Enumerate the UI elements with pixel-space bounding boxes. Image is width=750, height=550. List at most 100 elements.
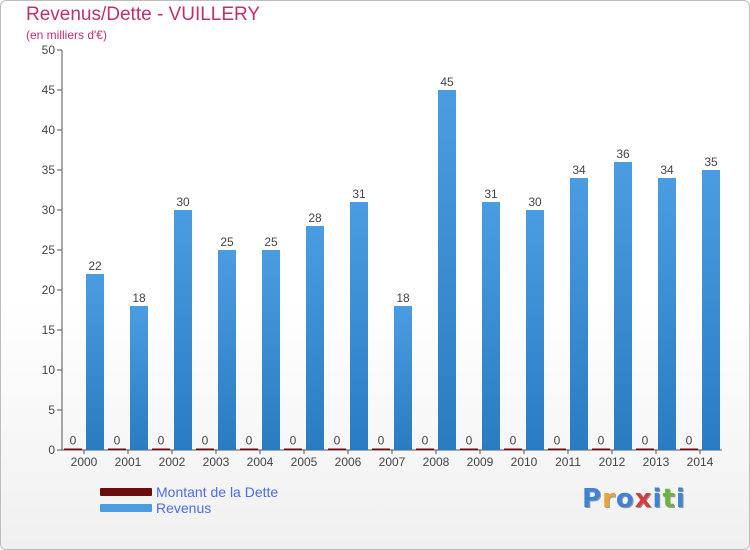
data-label-dette: 0 — [290, 434, 297, 448]
data-labels: 0 22 0 18 0 30 0 25 0 25 0 28 0 31 0 18 0 45 0 31 0 30 0 34 0 36 0… — [70, 75, 718, 448]
bar-revenus — [86, 274, 104, 450]
chart-title: Revenus/Dette - VUILLERY — [26, 4, 261, 25]
data-label-dette: 0 — [158, 434, 165, 448]
x-tick-label: 2008 — [423, 455, 450, 469]
x-tick-label: 2006 — [335, 455, 362, 469]
logo-letter: i — [675, 484, 686, 514]
x-tick-label: 2003 — [203, 455, 230, 469]
data-label-revenus: 22 — [88, 259, 102, 273]
data-label-revenus: 31 — [484, 187, 498, 201]
x-tick-label: 2014 — [687, 455, 714, 469]
x-tick-label: 2005 — [291, 455, 318, 469]
data-label-dette: 0 — [510, 434, 517, 448]
x-tick-label: 2000 — [71, 455, 98, 469]
data-label-revenus: 28 — [308, 211, 322, 225]
x-tick-label: 2010 — [511, 455, 538, 469]
x-tick-label: 2007 — [379, 455, 406, 469]
data-label-dette: 0 — [598, 434, 605, 448]
x-tick-label: 2012 — [599, 455, 626, 469]
logo-letter: r — [602, 484, 616, 514]
data-label-dette: 0 — [70, 434, 77, 448]
y-tick-label: 30 — [42, 203, 56, 217]
bar-dette — [460, 448, 478, 450]
bar-dette — [108, 448, 126, 450]
bar-revenus — [702, 170, 720, 450]
logo-letter: x — [634, 484, 653, 514]
x-tick-label: 2011 — [555, 455, 581, 469]
chart-subtitle: (en milliers d'€) — [26, 28, 107, 42]
legend-label-revenus: Revenus — [156, 500, 212, 516]
logo-letter: o — [615, 484, 635, 514]
bar-revenus — [526, 210, 544, 450]
bar-dette — [64, 448, 82, 450]
logo-letter: i — [652, 484, 663, 514]
data-label-dette: 0 — [554, 434, 561, 448]
x-tick-label: 2002 — [159, 455, 186, 469]
x-tick-label: 2001 — [115, 455, 142, 469]
y-tick-label: 20 — [42, 283, 56, 297]
data-label-revenus: 36 — [616, 147, 630, 161]
bar-dette — [152, 448, 170, 450]
bar-dette — [240, 448, 258, 450]
y-tick-label: 45 — [42, 83, 56, 97]
y-tick-label: 50 — [42, 43, 56, 57]
y-tick-label: 15 — [42, 323, 56, 337]
data-label-revenus: 45 — [440, 75, 454, 89]
bar-dette — [416, 448, 434, 450]
bar-revenus — [482, 202, 500, 450]
y-tick-label: 25 — [42, 243, 56, 257]
data-label-revenus: 18 — [396, 291, 410, 305]
data-label-dette: 0 — [466, 434, 473, 448]
y-tick-label: 10 — [42, 363, 56, 377]
data-label-dette: 0 — [378, 434, 385, 448]
data-label-dette: 0 — [246, 434, 253, 448]
data-label-revenus: 30 — [528, 195, 542, 209]
data-label-revenus: 18 — [132, 291, 146, 305]
bar-revenus — [570, 178, 588, 450]
data-label-revenus: 34 — [572, 163, 586, 177]
bar-revenus — [174, 210, 192, 450]
x-tick-label: 2009 — [467, 455, 494, 469]
x-tick-label: 2013 — [643, 455, 670, 469]
y-tick-label: 40 — [42, 123, 56, 137]
bar-revenus — [218, 250, 236, 450]
data-label-revenus: 35 — [704, 155, 718, 169]
bar-revenus — [262, 250, 280, 450]
x-tick-label: 2004 — [247, 455, 274, 469]
x-axis: 2000 2001 2002 2003 2004 2005 2006 2007 2008 2009… — [62, 449, 722, 469]
bar-dette — [548, 448, 566, 450]
data-label-dette: 0 — [642, 434, 649, 448]
bar-revenus — [394, 306, 412, 450]
bars — [64, 90, 720, 450]
bar-revenus — [614, 162, 632, 450]
bar-dette — [680, 448, 698, 450]
data-label-revenus: 30 — [176, 195, 190, 209]
bar-dette — [284, 448, 302, 450]
legend-swatch-revenus — [100, 504, 152, 512]
data-label-dette: 0 — [114, 434, 121, 448]
y-axis: 0 5 10 15 20 25 30 35 40 45 50 — [42, 43, 63, 457]
logo-letter: t — [662, 484, 676, 514]
data-label-dette: 0 — [202, 434, 209, 448]
bar-dette — [328, 448, 346, 450]
bar-revenus — [130, 306, 148, 450]
legend-label-dette: Montant de la Dette — [156, 484, 279, 500]
y-tick-label: 35 — [42, 163, 56, 177]
bar-dette — [196, 448, 214, 450]
data-label-revenus: 31 — [352, 187, 366, 201]
bar-revenus — [438, 90, 456, 450]
data-label-dette: 0 — [422, 434, 429, 448]
y-tick-label: 0 — [48, 443, 55, 457]
data-label-revenus: 25 — [220, 235, 234, 249]
bar-dette — [372, 448, 390, 450]
data-label-dette: 0 — [686, 434, 693, 448]
logo-letter: P — [582, 484, 603, 514]
bar-revenus — [658, 178, 676, 450]
bar-revenus — [350, 202, 368, 450]
data-label-dette: 0 — [334, 434, 341, 448]
data-label-revenus: 25 — [264, 235, 278, 249]
bar-revenus — [306, 226, 324, 450]
bar-dette — [636, 448, 654, 450]
bar-dette — [504, 448, 522, 450]
